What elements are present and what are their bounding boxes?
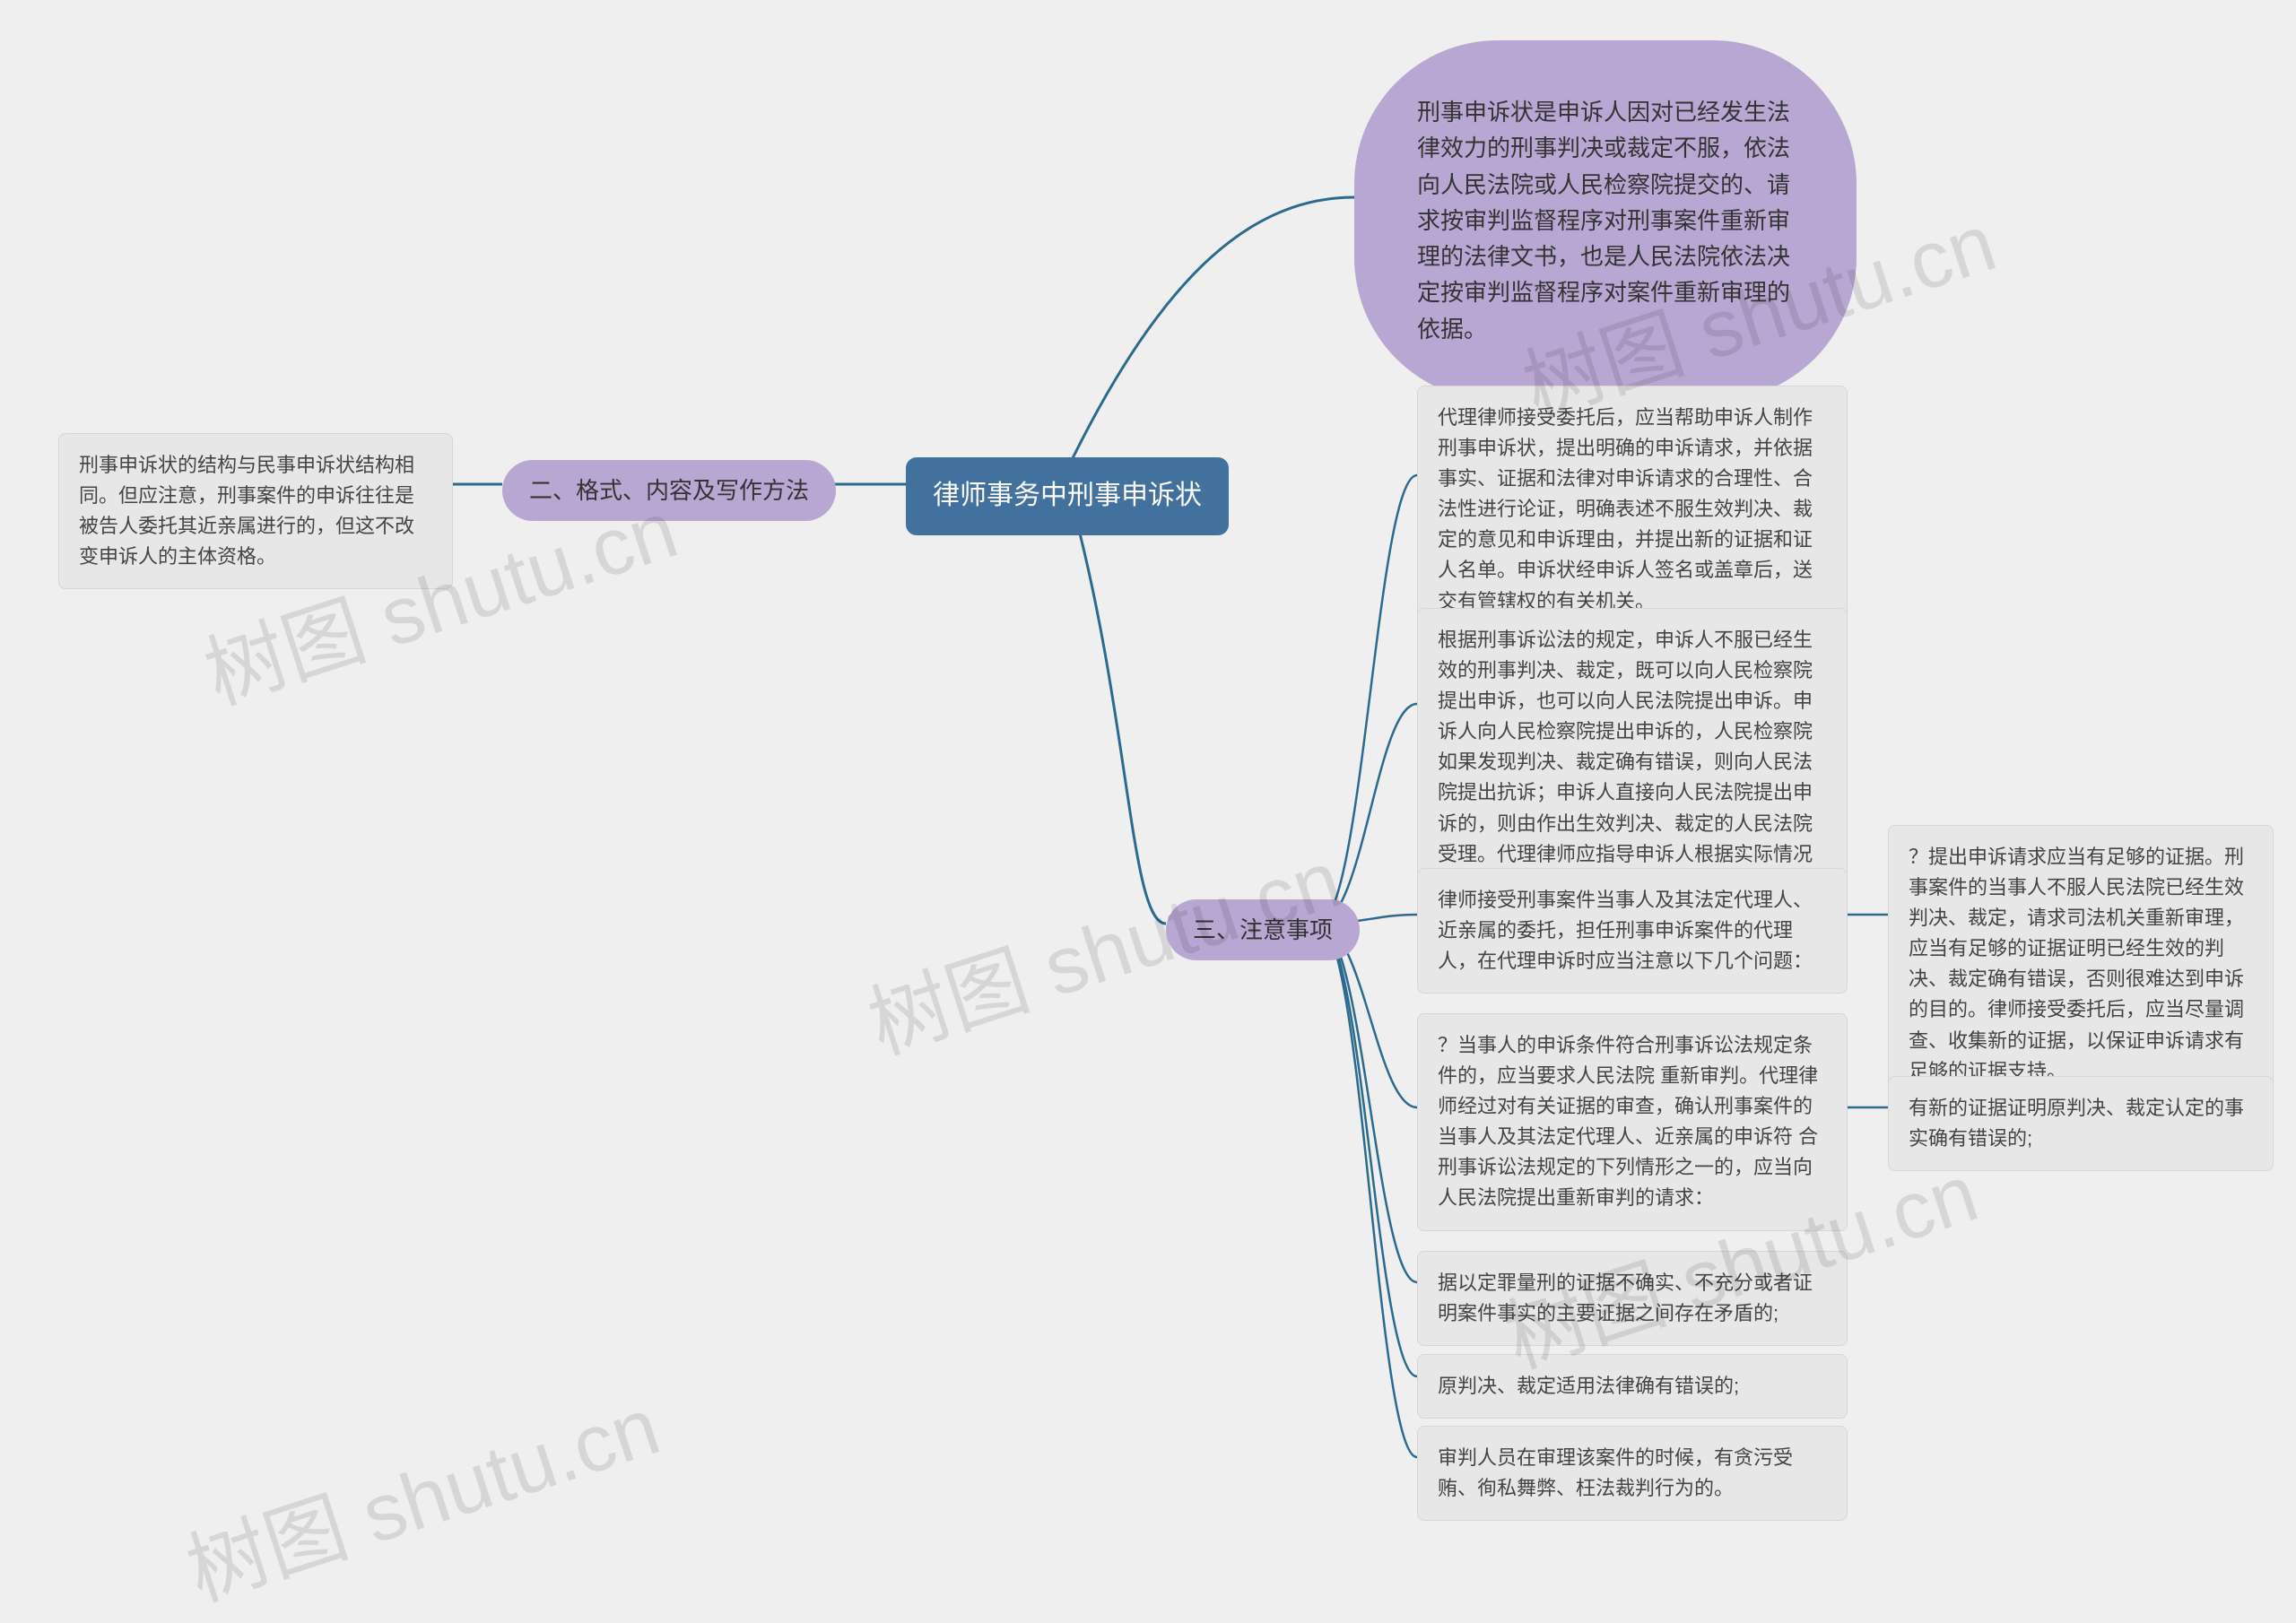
s3-sub3-text: ？提出申诉请求应当有足够的证据。刑事案件的当事人不服人民法院已经生效判决、裁定，… — [1909, 846, 2244, 1082]
connector-lines — [0, 0, 2296, 1532]
section3-title-text: 三、注意事项 — [1193, 916, 1333, 943]
watermark-3: 树图 shutu.cn — [170, 1361, 672, 1623]
s3-item-4[interactable]: ？当事人的申诉条件符合刑事诉讼法规定条件的，应当要求人民法院 重新审判。代理律师… — [1417, 1013, 1848, 1231]
top-right-definition[interactable]: 刑事申诉状是申诉人因对已经发生法律效力的刑事判决或裁定不服，依法向人民法院或人民… — [1354, 40, 1857, 401]
root-label: 律师事务中刑事申诉状 — [933, 481, 1202, 510]
s3-item-1[interactable]: 代理律师接受委托后，应当帮助申诉人制作刑事申诉状，提出明确的申诉请求，并依据事实… — [1417, 386, 1848, 634]
root-node[interactable]: 律师事务中刑事申诉状 — [906, 457, 1229, 535]
left-branch-detail[interactable]: 刑事申诉状的结构与民事申诉状结构相同。但应注意，刑事案件的申诉往往是被告人委托其… — [58, 433, 453, 589]
left-branch-detail-text: 刑事申诉状的结构与民事申诉状结构相同。但应注意，刑事案件的申诉往往是被告人委托其… — [79, 454, 414, 568]
s3-item-3[interactable]: 律师接受刑事案件当事人及其法定代理人、近亲属的委托，担任刑事申诉案件的代理人，在… — [1417, 868, 1848, 994]
top-right-text: 刑事申诉状是申诉人因对已经发生法律效力的刑事判决或裁定不服，依法向人民法院或人民… — [1417, 99, 1790, 343]
s3-item-7[interactable]: 审判人员在审理该案件的时候，有贪污受贿、徇私舞弊、枉法裁判行为的。 — [1417, 1426, 1848, 1521]
s3-sub4-text: 有新的证据证明原判决、裁定认定的事实确有错误的; — [1909, 1097, 2244, 1150]
s3-item-7-text: 审判人员在审理该案件的时候，有贪污受贿、徇私舞弊、枉法裁判行为的。 — [1438, 1446, 1793, 1499]
section3-title[interactable]: 三、注意事项 — [1166, 899, 1360, 960]
s3-item-3-text: 律师接受刑事案件当事人及其法定代理人、近亲属的委托，担任刑事申诉案件的代理人，在… — [1438, 889, 1813, 972]
s3-item-6[interactable]: 原判决、裁定适用法律确有错误的; — [1417, 1354, 1848, 1419]
s3-sub3[interactable]: ？提出申诉请求应当有足够的证据。刑事案件的当事人不服人民法院已经生效判决、裁定，… — [1888, 825, 2274, 1104]
left-branch-title-text: 二、格式、内容及写作方法 — [529, 477, 809, 504]
s3-item-6-text: 原判决、裁定适用法律确有错误的; — [1438, 1375, 1739, 1397]
s3-sub4[interactable]: 有新的证据证明原判决、裁定认定的事实确有错误的; — [1888, 1076, 2274, 1171]
s3-item-2-text: 根据刑事诉讼法的规定，申诉人不服已经生效的刑事判决、裁定，既可以向人民检察院提出… — [1438, 629, 1813, 896]
s3-item-5-text: 据以定罪量刑的证据不确实、不充分或者证明案件事实的主要证据之间存在矛盾的; — [1438, 1271, 1813, 1324]
left-branch-title[interactable]: 二、格式、内容及写作方法 — [502, 460, 836, 521]
s3-item-5[interactable]: 据以定罪量刑的证据不确实、不充分或者证明案件事实的主要证据之间存在矛盾的; — [1417, 1251, 1848, 1346]
s3-item-1-text: 代理律师接受委托后，应当帮助申诉人制作刑事申诉状，提出明确的申诉请求，并依据事实… — [1438, 406, 1813, 612]
s3-item-4-text: ？当事人的申诉条件符合刑事诉讼法规定条件的，应当要求人民法院 重新审判。代理律师… — [1438, 1034, 1818, 1209]
